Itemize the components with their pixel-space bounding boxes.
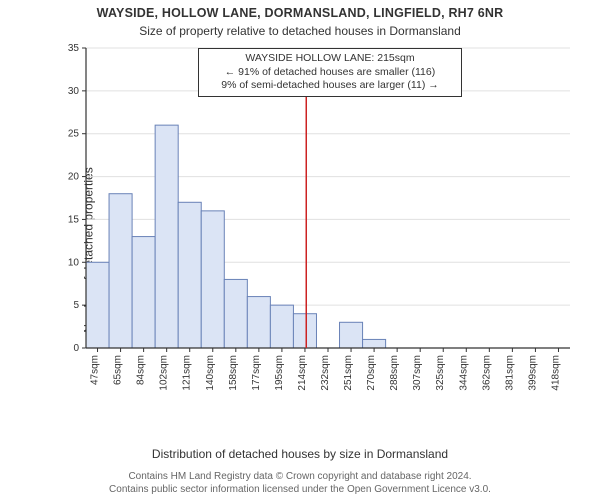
info-box: WAYSIDE HOLLOW LANE: 215sqm ← 91% of det… — [198, 48, 462, 97]
svg-text:344sqm: 344sqm — [458, 355, 469, 391]
chart-subtitle: Size of property relative to detached ho… — [0, 24, 600, 38]
histogram-svg: 0 5 10 15 20 25 30 35 47sqm 65sqm 84sqm 102sqm 121sq… — [56, 44, 576, 400]
info-line-2: ← 91% of detached houses are smaller (11… — [206, 66, 454, 80]
x-axis-label: Distribution of detached houses by size … — [0, 447, 600, 461]
svg-text:65sqm: 65sqm — [113, 355, 124, 385]
svg-text:232sqm: 232sqm — [320, 355, 331, 391]
svg-text:102sqm: 102sqm — [159, 355, 170, 391]
svg-text:195sqm: 195sqm — [274, 355, 285, 391]
info-line-1: WAYSIDE HOLLOW LANE: 215sqm — [206, 52, 454, 66]
svg-text:5: 5 — [73, 300, 79, 311]
svg-text:121sqm: 121sqm — [182, 355, 193, 391]
svg-text:214sqm: 214sqm — [297, 355, 308, 391]
svg-text:325sqm: 325sqm — [435, 355, 446, 391]
svg-text:0: 0 — [73, 343, 79, 354]
svg-text:307sqm: 307sqm — [412, 355, 423, 391]
svg-text:177sqm: 177sqm — [251, 355, 262, 391]
svg-text:418sqm: 418sqm — [550, 355, 561, 391]
svg-text:25: 25 — [68, 129, 80, 140]
svg-text:15: 15 — [68, 214, 80, 225]
svg-text:140sqm: 140sqm — [205, 355, 216, 391]
info-line-3: 9% of semi-detached houses are larger (1… — [206, 79, 454, 93]
svg-text:35: 35 — [68, 44, 80, 54]
svg-text:47sqm: 47sqm — [90, 355, 101, 385]
svg-text:10: 10 — [68, 257, 80, 268]
svg-text:288sqm: 288sqm — [389, 355, 400, 391]
chart-plot-area: 0 5 10 15 20 25 30 35 47sqm 65sqm 84sqm 102sqm 121sq… — [56, 44, 576, 400]
svg-text:251sqm: 251sqm — [343, 355, 354, 391]
svg-text:20: 20 — [68, 172, 80, 183]
svg-text:399sqm: 399sqm — [527, 355, 538, 391]
svg-text:30: 30 — [68, 86, 80, 97]
svg-text:381sqm: 381sqm — [504, 355, 515, 391]
footer-line-2: Contains public sector information licen… — [0, 484, 600, 497]
svg-text:84sqm: 84sqm — [136, 355, 147, 385]
svg-text:362sqm: 362sqm — [481, 355, 492, 391]
svg-text:158sqm: 158sqm — [228, 355, 239, 391]
footer-line-1: Contains HM Land Registry data © Crown c… — [0, 471, 600, 484]
svg-text:270sqm: 270sqm — [366, 355, 377, 391]
footer: Contains HM Land Registry data © Crown c… — [0, 471, 600, 496]
chart-title: WAYSIDE, HOLLOW LANE, DORMANSLAND, LINGF… — [0, 6, 600, 20]
